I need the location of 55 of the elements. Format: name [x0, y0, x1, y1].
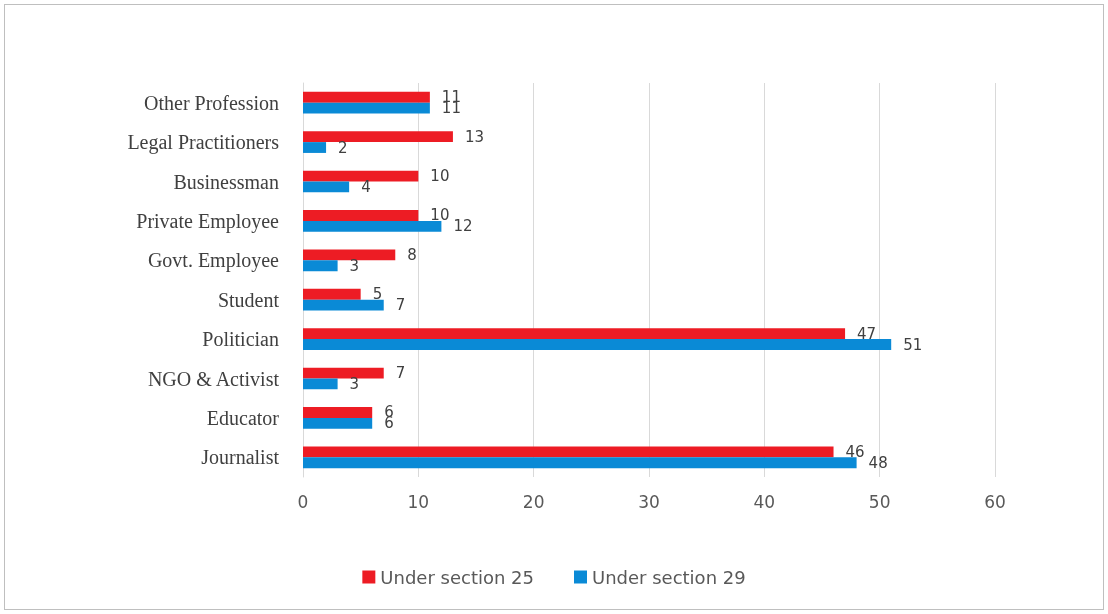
bar: [303, 131, 453, 143]
data-label: 10: [430, 167, 450, 186]
bar: [303, 299, 384, 311]
data-label: 3: [349, 256, 360, 275]
data-label: 4: [361, 177, 371, 196]
x-tick-label: 60: [984, 491, 1006, 512]
bar: [303, 457, 857, 469]
data-label: 8: [407, 245, 417, 264]
x-tick-label: 20: [522, 491, 545, 512]
bar: [303, 417, 373, 429]
bar: [303, 288, 361, 300]
bar: [303, 260, 338, 272]
y-tick-label: Legal Practitioners: [127, 131, 280, 155]
y-tick-label: Govt. Employee: [147, 249, 280, 273]
y-tick-label: Politician: [202, 328, 279, 351]
x-tick-label: 10: [407, 491, 430, 512]
y-tick-label: Educator: [206, 406, 280, 429]
bar: [303, 446, 834, 458]
bar: [303, 170, 419, 182]
data-label: 10: [430, 206, 450, 225]
bar: [303, 102, 430, 114]
x-tick-label: 30: [638, 491, 660, 512]
x-tick-label: 0: [297, 491, 309, 512]
x-tick-label: 40: [753, 491, 776, 512]
data-label: 48: [868, 453, 888, 472]
data-label: 2: [338, 138, 348, 157]
y-tick-label: Businessman: [173, 170, 279, 193]
data-label: 47: [857, 324, 877, 343]
y-tick-label: NGO & Activist: [147, 367, 280, 390]
y-tick-label: Other Profession: [144, 91, 279, 114]
bar: [303, 378, 338, 390]
bar: [303, 249, 396, 261]
data-label: 13: [464, 127, 485, 146]
data-label: 3: [349, 374, 360, 393]
bar: [303, 142, 327, 153]
bar: [303, 328, 846, 340]
bar: [303, 220, 442, 232]
y-tick-label: Student: [217, 288, 280, 311]
bar: [303, 91, 430, 103]
data-label: 5: [372, 285, 383, 304]
bar: [303, 339, 892, 350]
bar: [303, 181, 350, 193]
data-label: 7: [395, 296, 406, 315]
data-label: 7: [395, 364, 406, 383]
data-label: 51: [903, 335, 923, 354]
bar: [303, 407, 373, 418]
data-label: 12: [453, 217, 473, 236]
bar: [303, 367, 384, 379]
y-tick-label: Journalist: [201, 446, 280, 469]
legend-label: Under section 29: [592, 566, 746, 588]
bar: [303, 210, 419, 221]
data-label: 46: [845, 442, 865, 461]
legend-label: Under section 25: [380, 566, 535, 588]
y-tick-label: Private Employee: [136, 209, 280, 233]
x-tick-label: 50: [868, 491, 891, 512]
